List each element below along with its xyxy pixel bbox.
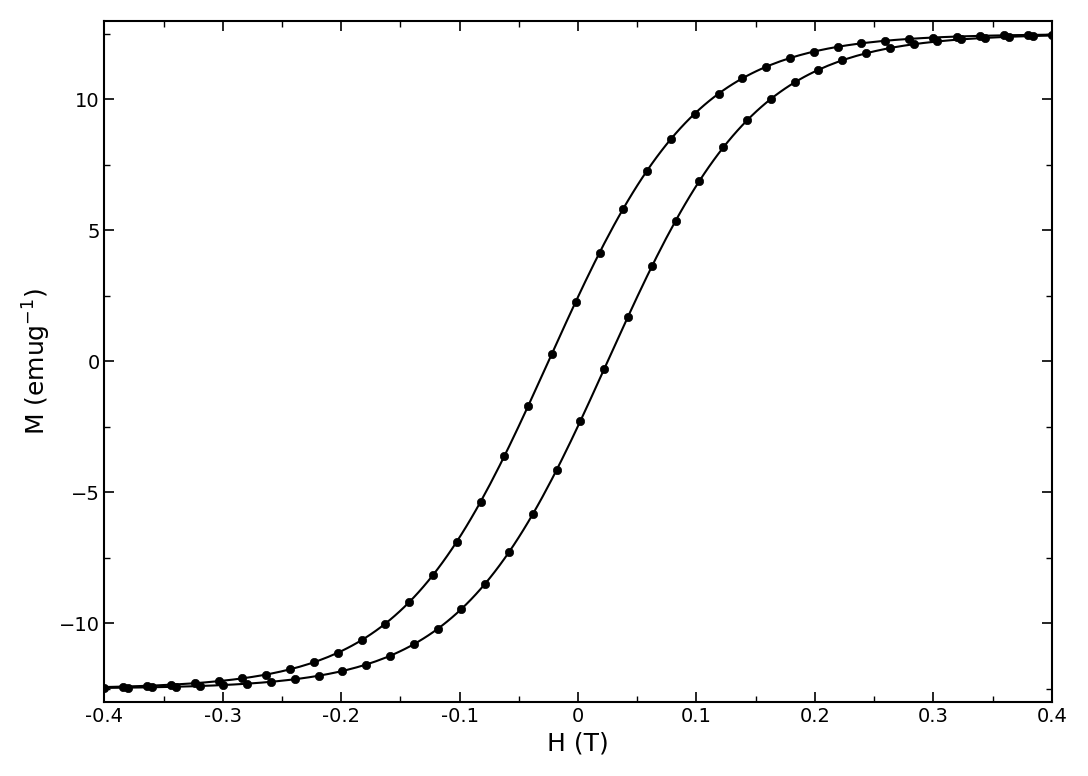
- Y-axis label: M (emug$^{-1}$): M (emug$^{-1}$): [21, 288, 53, 435]
- X-axis label: H (T): H (T): [547, 731, 609, 755]
